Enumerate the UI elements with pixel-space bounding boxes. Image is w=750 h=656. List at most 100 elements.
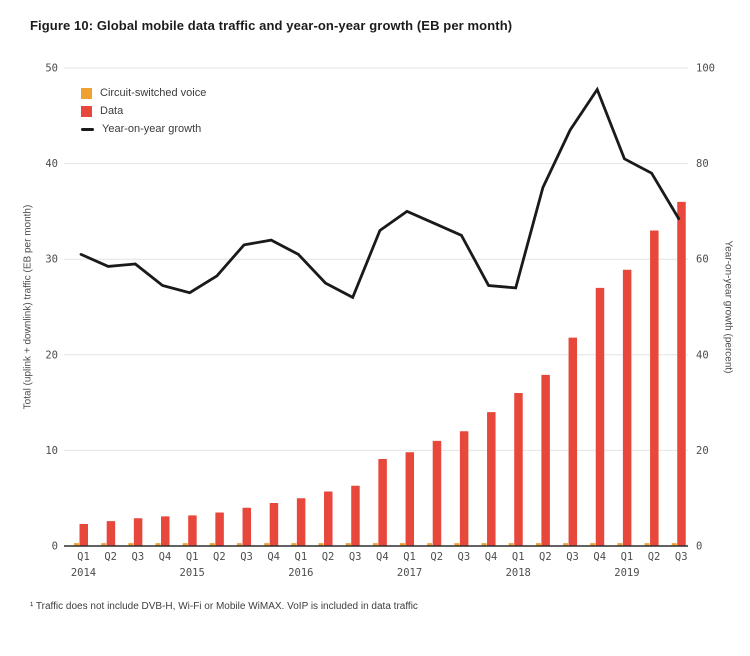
x-tick-label: Q3 [240, 551, 253, 563]
footnote: ¹ Traffic does not include DVB-H, Wi-Fi … [30, 601, 418, 612]
bar-data [622, 269, 632, 546]
bar-voice [74, 543, 79, 546]
bar-data [242, 507, 252, 546]
x-tick-label: Q1 [186, 551, 199, 563]
right-tick-label: 40 [696, 349, 709, 361]
left-tick-label: 10 [45, 445, 58, 457]
x-tick-label: Q4 [485, 551, 498, 563]
bar-data [677, 201, 686, 546]
bar-voice [400, 543, 406, 546]
x-tick-label: Q4 [267, 551, 280, 563]
left-tick-label: 50 [45, 63, 58, 75]
bar-voice [155, 543, 161, 546]
left-axis-title: Total (uplink + downlink) traffic (EB pe… [22, 204, 34, 410]
bar-voice [454, 543, 460, 546]
bar-data [351, 485, 360, 546]
bar-data [269, 502, 279, 546]
bar-data [405, 452, 415, 546]
x-tick-label: Q1 [403, 551, 416, 563]
bar-voice [644, 543, 650, 546]
legend-item-voice: Circuit-switched voice [81, 87, 206, 99]
x-tick-label: Q2 [104, 551, 117, 563]
legend-label-data: Data [100, 105, 124, 117]
x-tick-label: Q1 [77, 551, 90, 563]
year-label: 2015 [180, 567, 205, 579]
year-label: 2016 [288, 567, 313, 579]
bar-data [79, 524, 88, 546]
right-tick-label: 20 [696, 445, 709, 457]
legend-label-voice: Circuit-switched voice [100, 87, 207, 99]
voice-swatch-icon [81, 87, 92, 99]
bar-data [133, 518, 143, 546]
bar-data [296, 498, 306, 546]
x-tick-label: Q4 [593, 551, 606, 563]
bar-data [487, 412, 496, 546]
right-tick-label: 80 [696, 158, 709, 170]
bar-data [459, 431, 469, 546]
right-tick-label: 0 [696, 541, 702, 553]
bar-data [215, 512, 224, 546]
bar-data [514, 393, 523, 546]
x-tick-label: Q3 [132, 551, 145, 563]
x-tick-label: Q3 [458, 551, 471, 563]
bar-voice [101, 543, 107, 546]
bar-voice [291, 543, 297, 546]
year-label: 2018 [506, 567, 531, 579]
bar-data [541, 374, 550, 546]
legend: Circuit-switched voice Data Year-on-year… [81, 87, 206, 135]
x-tick-label: Q2 [322, 551, 335, 563]
right-axis-title: Year-on-year growth (percent) [722, 240, 734, 374]
bar-data [106, 521, 116, 546]
x-tick-label: Q3 [349, 551, 362, 563]
bar-voice [508, 543, 514, 546]
year-label: 2019 [614, 567, 639, 579]
x-tick-label: Q4 [376, 551, 389, 563]
bar-voice [427, 543, 433, 546]
bar-voice [128, 543, 134, 546]
left-tick-label: 30 [45, 254, 58, 266]
year-label: 2014 [71, 567, 96, 579]
x-tick-label: Q2 [213, 551, 226, 563]
growth-line [79, 86, 681, 300]
x-tick-label: Q1 [512, 551, 525, 563]
bar-voice [345, 543, 351, 546]
bar-voice [563, 543, 569, 546]
x-tick-label: Q2 [648, 551, 661, 563]
bar-voice [617, 543, 623, 546]
right-tick-label: 100 [696, 63, 715, 75]
bar-data [432, 440, 442, 546]
growth-line-swatch-icon [81, 127, 94, 131]
left-tick-label: 20 [45, 349, 58, 361]
legend-label-growth: Year-on-year growth [102, 123, 202, 135]
x-tick-label: Q4 [159, 551, 172, 563]
bar-voice [535, 543, 541, 546]
bar-voice [590, 543, 596, 546]
x-tick-label: Q1 [295, 551, 308, 563]
figure-title: Figure 10: Global mobile data traffic an… [30, 18, 513, 33]
x-tick-label: Q3 [566, 551, 579, 563]
bar-voice [481, 543, 487, 546]
x-tick-label: Q2 [430, 551, 443, 563]
data-swatch-icon [81, 105, 92, 117]
left-tick-label: 0 [52, 541, 58, 553]
bar-voice [318, 543, 324, 546]
bar-data [650, 230, 659, 546]
bar-voice [237, 543, 243, 546]
bar-voice [182, 543, 188, 546]
bar-data [378, 459, 387, 546]
bar-data [188, 515, 197, 546]
bar-voice [671, 543, 677, 546]
bar-data [324, 491, 333, 546]
bar-voice [372, 543, 378, 546]
right-tick-label: 60 [696, 254, 709, 266]
left-tick-label: 40 [45, 158, 58, 170]
legend-item-data: Data [81, 105, 206, 117]
x-tick-label: Q3 [675, 551, 688, 563]
bar-voice [209, 543, 215, 546]
bar-voice [264, 543, 270, 546]
year-label: 2017 [397, 567, 422, 579]
bar-data [161, 516, 170, 546]
bar-data [595, 287, 605, 546]
